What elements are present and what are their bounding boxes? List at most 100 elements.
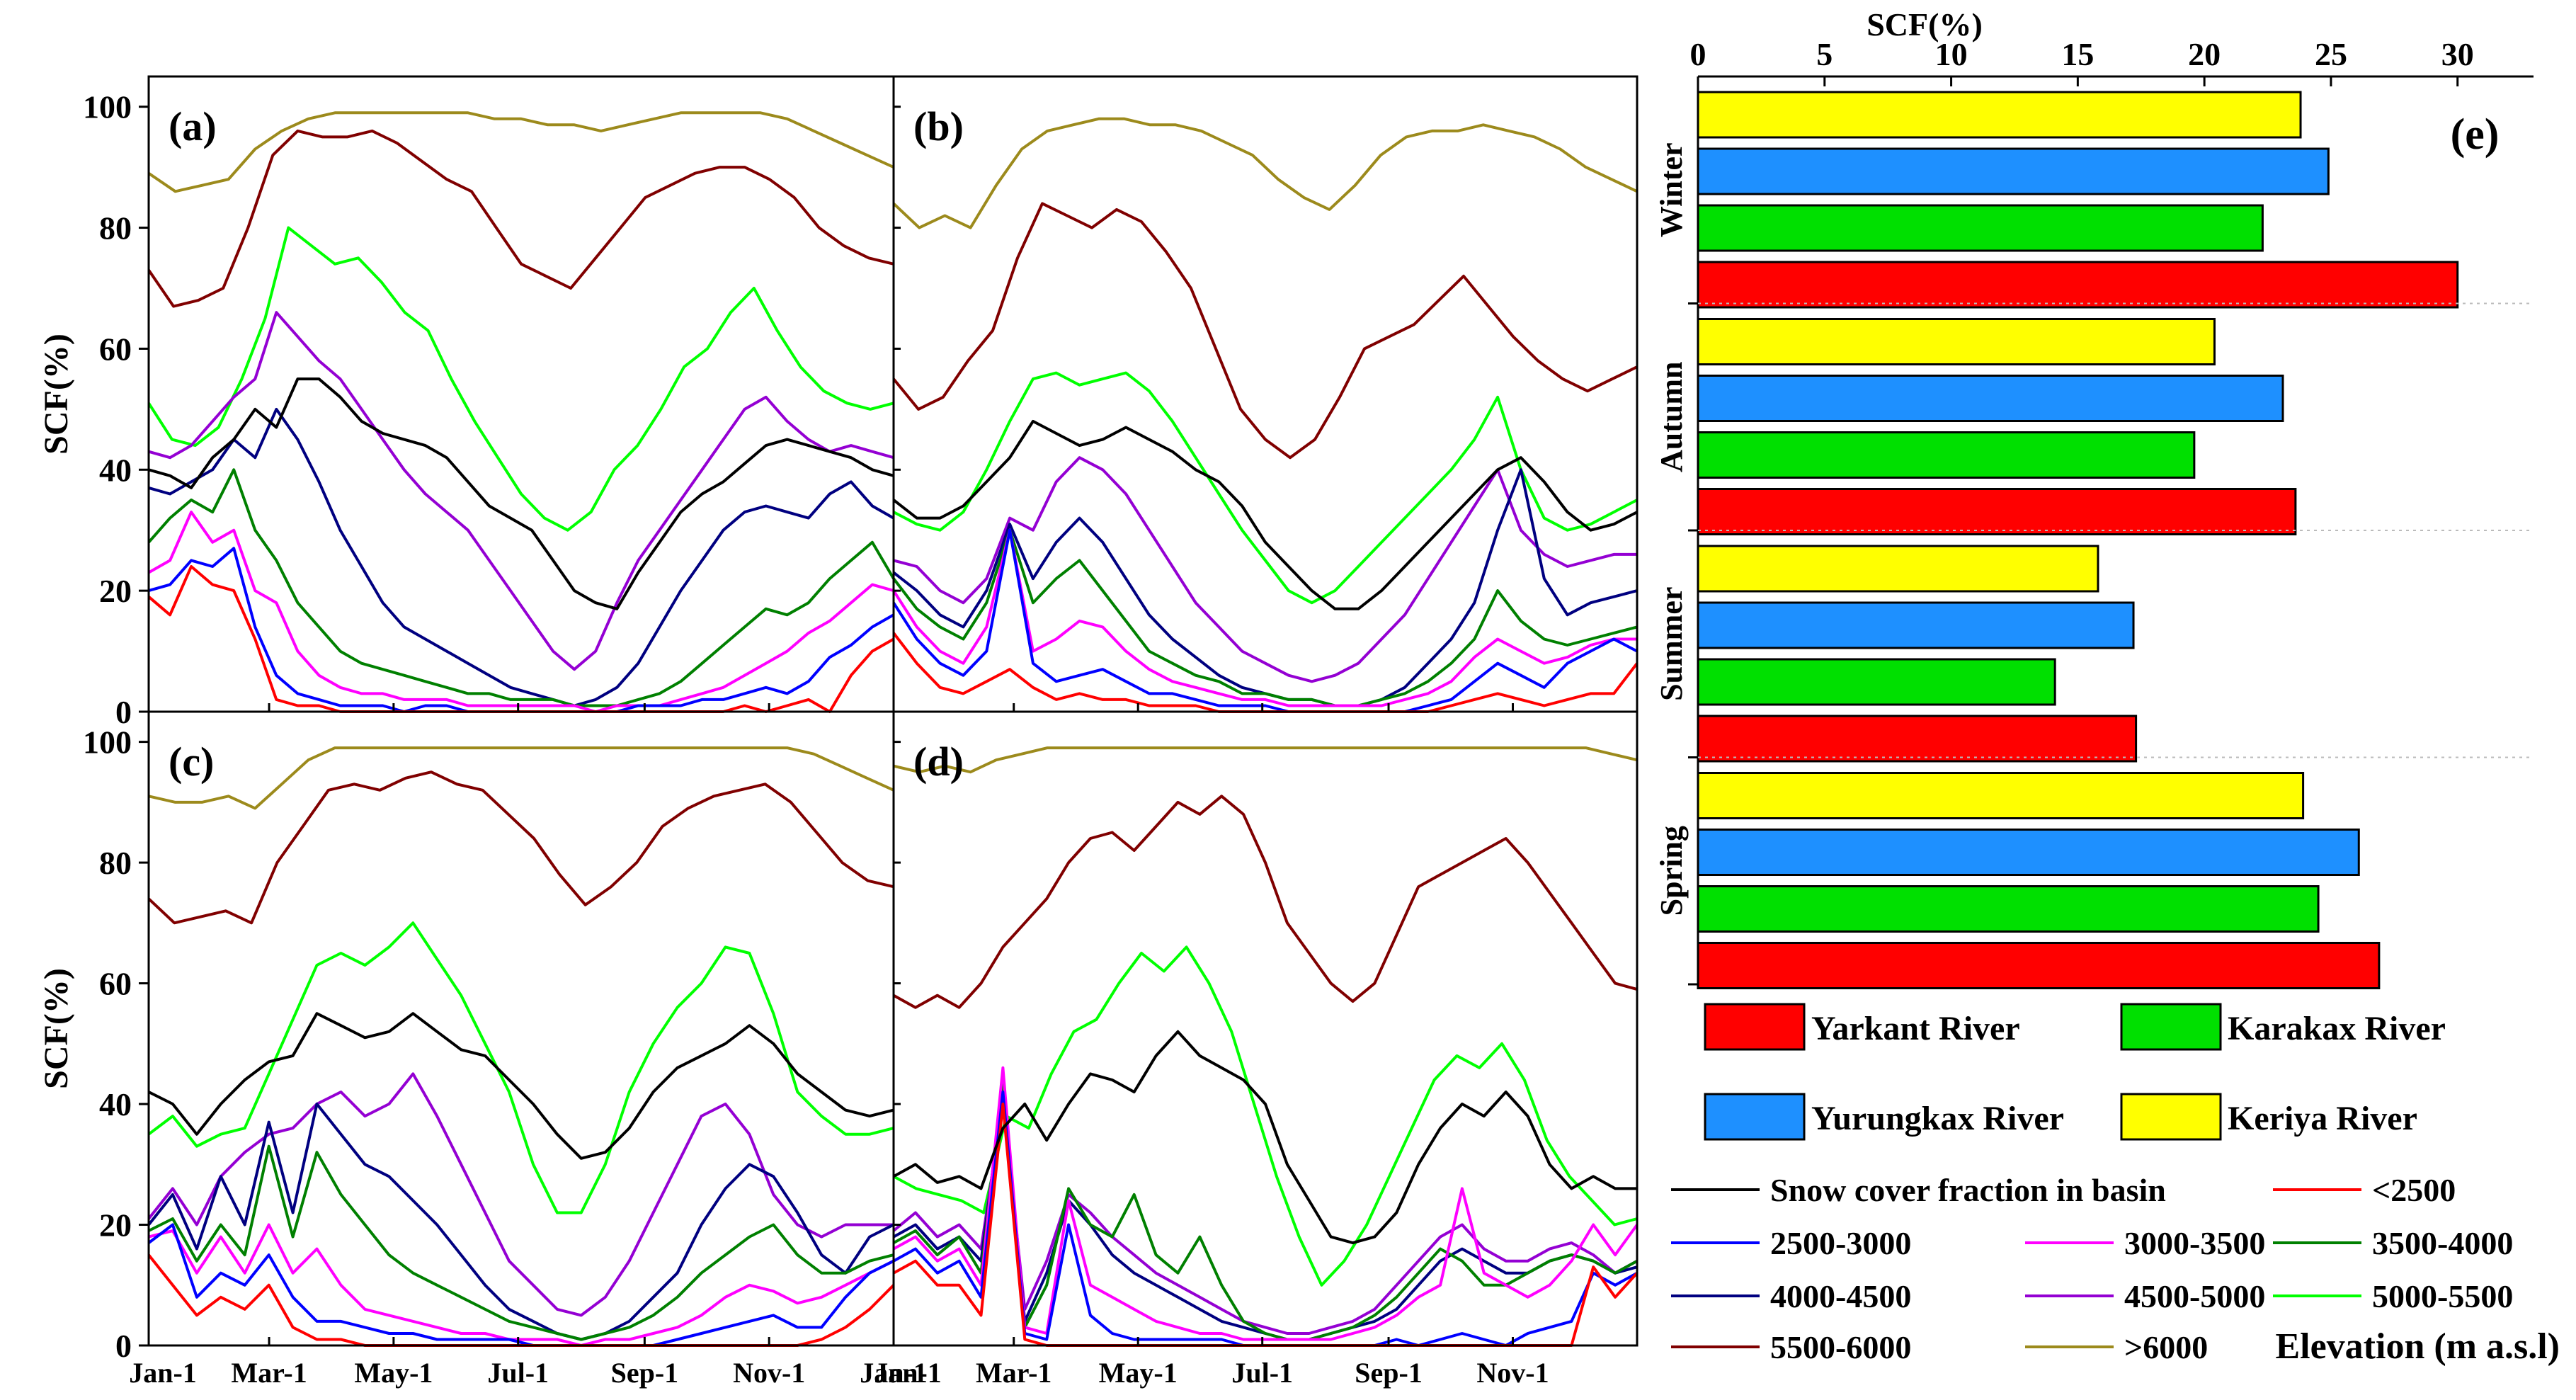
series-e3500_4000-line-b: [892, 528, 1638, 707]
y-tick-label-c: 80: [99, 845, 132, 881]
series-e3500_4000-line-c: [148, 1144, 894, 1341]
legend-label-e4000_4500: 4000-4500: [1770, 1278, 1911, 1314]
bar-x-tick-label: 15: [2061, 36, 2094, 72]
series-e3500_4000-line-a: [147, 468, 895, 707]
series-e5500_6000-line-d: [893, 795, 1638, 1009]
y-tick-label-a: 20: [99, 573, 132, 609]
series-e3000_3500-line-a: [148, 511, 894, 713]
legend-swatch-karakax: [2120, 1003, 2222, 1051]
bar-x-tick-label: 20: [2188, 36, 2221, 72]
x-tick-label-d: Jan-1: [874, 1357, 942, 1389]
bar-spring-yarkant: [1697, 942, 2381, 989]
legend-label-e3000_3500: 3000-3500: [2124, 1225, 2265, 1261]
y-tick-label-c: 100: [83, 724, 132, 761]
legend-label-gt6000: >6000: [2124, 1329, 2208, 1365]
bar-x-tick-label: 30: [2441, 36, 2474, 72]
y-tick-label-c: 0: [115, 1328, 132, 1364]
plot-frame-c: [147, 710, 895, 1347]
panel-label-b: (b): [913, 103, 964, 149]
series-e2500_3000-line-c: [147, 1223, 894, 1347]
series-e4000_4500-line-c: [147, 1103, 894, 1341]
y-tick-label-c: 40: [99, 1086, 132, 1122]
x-tick-label-c: Jul-1: [487, 1357, 549, 1389]
elevation-label: Elevation (m a.s.l): [2275, 1326, 2560, 1367]
legend-label-e3500_4000: 3500-4000: [2372, 1225, 2513, 1261]
series-e3000_3500-line-c: [148, 1223, 894, 1347]
bar-spring-keriya: [1697, 772, 2305, 819]
bar-x-tick-label: 25: [2315, 36, 2347, 72]
panel-a: 0 20 40 60 80 100 SCF(%) (a): [38, 75, 895, 730]
y-tick-label-a: 80: [99, 210, 132, 246]
season-label-spring: Spring: [1654, 826, 1689, 916]
bar-winter-yarkant: [1697, 261, 2459, 309]
y-tick-label-a: 100: [83, 89, 132, 125]
legend-label-e2500_3000: 2500-3000: [1770, 1225, 1911, 1261]
series-basin-line-b: [892, 419, 1638, 610]
season-label-summer: Summer: [1654, 587, 1689, 701]
series-basin-line-d: [893, 1030, 1637, 1245]
x-tick-label-d: Sep-1: [1355, 1357, 1423, 1389]
y-axis-title-c: SCF(%): [38, 968, 75, 1089]
series-gt6000-line-c: [148, 746, 894, 810]
x-tick-label-c: May-1: [354, 1357, 433, 1389]
x-tick-label-d: Jul-1: [1231, 1357, 1293, 1389]
series-e5500_6000-line-a: [147, 129, 894, 308]
x-tick-label-c: Mar-1: [231, 1357, 307, 1389]
season-label-autumn: Autumn: [1654, 362, 1689, 473]
bar-spring-karakax: [1697, 885, 2320, 933]
legend-swatch-yurungkax: [1704, 1093, 1806, 1141]
panel-label-a: (a): [169, 103, 217, 149]
x-tick-label-c: Sep-1: [611, 1357, 679, 1389]
series-e2500_3000-line-b: [892, 528, 1638, 713]
bar-winter-keriya: [1697, 91, 2302, 139]
legend-label-e5500_6000: 5500-6000: [1770, 1329, 1911, 1365]
series-e5000_5500-line-d: [893, 945, 1638, 1287]
bar-autumn-karakax: [1697, 431, 2196, 479]
series-gt6000-line-b: [892, 117, 1638, 229]
series-e2500_3000-line-a: [148, 547, 894, 713]
panel-label-d: (d): [913, 739, 964, 785]
x-tick-label-d: Mar-1: [976, 1357, 1052, 1389]
legend-swatch-keriya: [2120, 1093, 2222, 1141]
series-e4000_4500-line-a: [148, 407, 894, 707]
bar-summer-yarkant: [1697, 715, 2138, 763]
y-axis-title-a: SCF(%): [38, 334, 75, 455]
y-tick-label-a: 40: [99, 452, 132, 488]
bar-spring-yurungkax: [1697, 829, 2360, 876]
season-label-winter: Winter: [1654, 142, 1689, 237]
series-gt6000-line-d: [893, 746, 1638, 774]
panel-b: (b): [892, 75, 1639, 713]
plot-frame-d: [892, 710, 1639, 1347]
series-basin-line-c: [148, 1012, 894, 1160]
y-tick-label-a: 0: [115, 694, 132, 730]
bar-x-tick-label: 5: [1816, 36, 1833, 72]
panel-label-e: (e): [2451, 110, 2500, 159]
series-e5500_6000-line-c: [147, 770, 894, 925]
series-basin-line-a: [148, 377, 894, 610]
y-tick-label-c: 20: [99, 1207, 132, 1244]
bar-summer-karakax: [1697, 658, 2056, 706]
panel-c: 0 20 40 60 80 100 SCF(%) Jan-1 Mar-1 May-1 Jul-1 Se…: [38, 710, 928, 1389]
series-e5500_6000-line-b: [892, 202, 1638, 460]
legend-label-lt2500: <2500: [2372, 1172, 2456, 1208]
bar-winter-karakax: [1697, 204, 2264, 252]
bar-x-tick-label: 0: [1690, 36, 1706, 72]
y-tick-label-c: 60: [99, 966, 132, 1002]
legend-swatch-yarkant: [1704, 1003, 1806, 1051]
bar-autumn-keriya: [1697, 318, 2216, 365]
legend-label-yarkant: Yarkant River: [1811, 1010, 2020, 1047]
legend-label-yurungkax: Yurungkax River: [1811, 1100, 2064, 1137]
series-e4500_5000-line-b: [893, 456, 1637, 683]
legend-label-e5000_5500: 5000-5500: [2372, 1278, 2513, 1314]
legend-label-keriya: Keriya River: [2228, 1100, 2417, 1137]
bar-summer-keriya: [1697, 545, 2099, 593]
x-tick-label-c: Jan-1: [129, 1357, 197, 1389]
series-e4500_5000-line-a: [148, 311, 894, 671]
plot-frame-a: [147, 75, 895, 713]
legend-label-e4500_5000: 4500-5000: [2124, 1278, 2265, 1314]
y-tick-label-a: 60: [99, 331, 132, 367]
bar-x-axis-title: SCF(%): [1867, 6, 1983, 42]
panel-d: Jan-1 Mar-1 May-1 Jul-1 Sep-1 Nov-1 (d): [874, 710, 1639, 1389]
panel-label-c: (c): [169, 739, 214, 785]
